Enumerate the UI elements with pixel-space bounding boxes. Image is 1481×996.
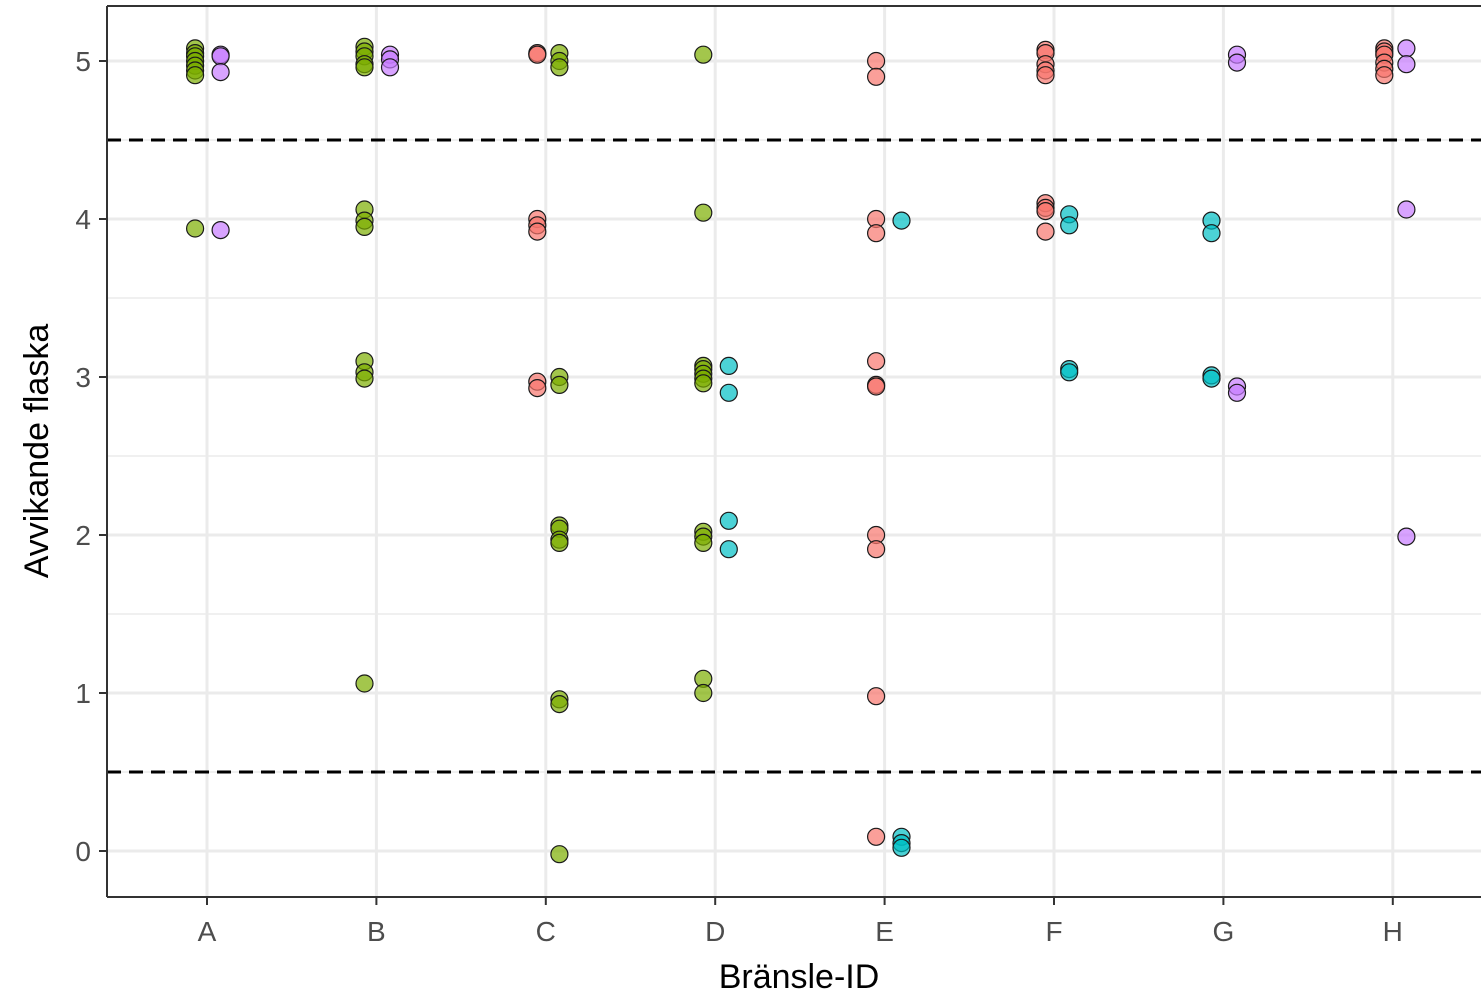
- x-tick-label: B: [367, 916, 386, 947]
- x-axis-title: Bränsle-ID: [719, 958, 880, 996]
- x-tick-label: A: [198, 916, 217, 947]
- grid-layer: [107, 6, 1481, 897]
- data-point: [355, 217, 374, 236]
- data-point: [550, 845, 569, 864]
- y-tick-label: 0: [75, 836, 91, 867]
- data-point: [719, 383, 738, 402]
- data-point: [1397, 527, 1416, 546]
- x-tick-label: C: [536, 916, 556, 947]
- data-point: [1397, 55, 1416, 74]
- data-point: [380, 58, 400, 77]
- data-point: [1375, 66, 1394, 85]
- x-tick-label: E: [875, 916, 894, 947]
- data-point: [866, 377, 886, 396]
- data-point: [719, 356, 738, 375]
- data-point: [550, 533, 569, 553]
- data-point: [694, 203, 713, 222]
- y-tick-label: 1: [75, 678, 91, 709]
- y-tick-label: 5: [75, 46, 91, 77]
- data-point: [719, 511, 738, 530]
- x-tick-label: F: [1045, 916, 1062, 947]
- data-point: [1036, 202, 1055, 221]
- data-point: [211, 62, 230, 82]
- data-point: [1036, 222, 1055, 241]
- data-point: [355, 674, 374, 693]
- y-axis-title: Avvikande flaska: [18, 324, 56, 579]
- data-point: [186, 66, 205, 85]
- x-tick-label: H: [1383, 916, 1403, 947]
- data-point: [1060, 216, 1079, 235]
- data-point: [1036, 66, 1055, 85]
- data-point: [355, 369, 374, 388]
- data-point: [550, 58, 569, 77]
- data-point: [1060, 363, 1079, 382]
- data-point: [866, 352, 886, 371]
- data-point: [866, 687, 886, 706]
- y-tick-label: 2: [75, 520, 91, 551]
- data-point: [694, 683, 713, 703]
- data-point: [211, 47, 230, 66]
- data-point: [866, 51, 886, 71]
- data-point: [528, 222, 547, 241]
- data-point: [1227, 53, 1247, 72]
- reference-lines: [107, 138, 1481, 774]
- data-point: [1227, 383, 1247, 402]
- x-tick-label: D: [705, 916, 725, 947]
- y-tick-label: 3: [75, 362, 91, 393]
- data-point: [528, 379, 547, 398]
- data-point: [719, 540, 738, 559]
- data-point: [1202, 224, 1221, 243]
- data-point: [1397, 200, 1416, 219]
- data-point: [355, 58, 374, 77]
- data-points: [186, 37, 1416, 864]
- data-point: [1202, 369, 1221, 388]
- data-point: [892, 211, 911, 230]
- data-point: [694, 533, 713, 553]
- data-point: [866, 224, 886, 243]
- data-point: [866, 67, 886, 86]
- data-point: [528, 45, 547, 64]
- data-point: [211, 221, 230, 240]
- data-point: [550, 694, 569, 714]
- data-point: [550, 375, 569, 394]
- axes: 0 1 2 3 4 5 A B C D E F G H: [75, 5, 1481, 947]
- plot-panel: [107, 6, 1481, 897]
- data-point: [1397, 39, 1416, 58]
- y-tick-label: 4: [75, 204, 91, 235]
- x-tick-label: G: [1213, 916, 1235, 947]
- data-point: [866, 827, 886, 846]
- data-point: [694, 374, 713, 393]
- data-point: [186, 219, 205, 238]
- data-point: [866, 540, 886, 559]
- data-point: [892, 838, 911, 857]
- data-point: [694, 45, 713, 64]
